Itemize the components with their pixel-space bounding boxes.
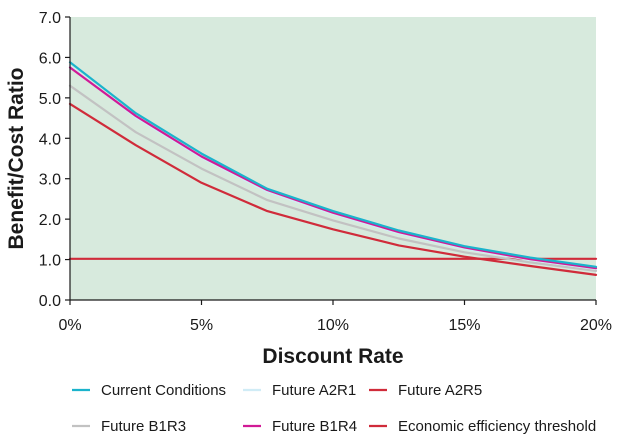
legend-label-current-conditions: Current Conditions (101, 382, 226, 399)
legend-label-future-b1r4: Future B1R4 (272, 418, 357, 435)
legend-label-future-a2r5: Future A2R5 (398, 382, 482, 399)
x-tick-label: 15% (448, 317, 480, 334)
series-layer (68, 61, 598, 276)
axes-layer (65, 16, 597, 305)
legend: Current Conditions Future A2R1 Future A2R5… (72, 382, 596, 435)
x-tick-label: 10% (317, 317, 349, 334)
tick-labels: 0.0 1.0 2.0 3.0 4.0 5.0 6.0 7.0 0% 5% 10% 15% 20% (39, 10, 612, 334)
x-axis-title: Discount Rate (262, 345, 403, 368)
legend-label-future-a2r1: Future A2R1 (272, 382, 356, 399)
y-tick-label: 1.0 (39, 253, 61, 270)
y-tick-label: 7.0 (39, 10, 61, 27)
y-axis-title: Benefit/Cost Ratio (5, 67, 28, 249)
x-tick-label: 0% (58, 317, 81, 334)
legend-label-future-b1r3: Future B1R3 (101, 418, 186, 435)
y-tick-label: 5.0 (39, 91, 61, 108)
y-tick-label: 2.0 (39, 212, 61, 229)
y-tick-label: 6.0 (39, 50, 61, 67)
y-tick-label: 4.0 (39, 131, 61, 148)
x-tick-label: 20% (580, 317, 612, 334)
series-line-future-b1r4 (68, 66, 598, 270)
series-line-current-conditions (68, 61, 598, 268)
x-tick-label: 5% (190, 317, 213, 334)
legend-label-economic-efficiency-threshold: Economic efficiency threshold (398, 418, 596, 435)
y-tick-label: 0.0 (39, 293, 61, 310)
y-tick-label: 3.0 (39, 172, 61, 189)
series-line-future-a2r5 (68, 102, 598, 276)
series-line-future-b1r3 (68, 84, 598, 272)
